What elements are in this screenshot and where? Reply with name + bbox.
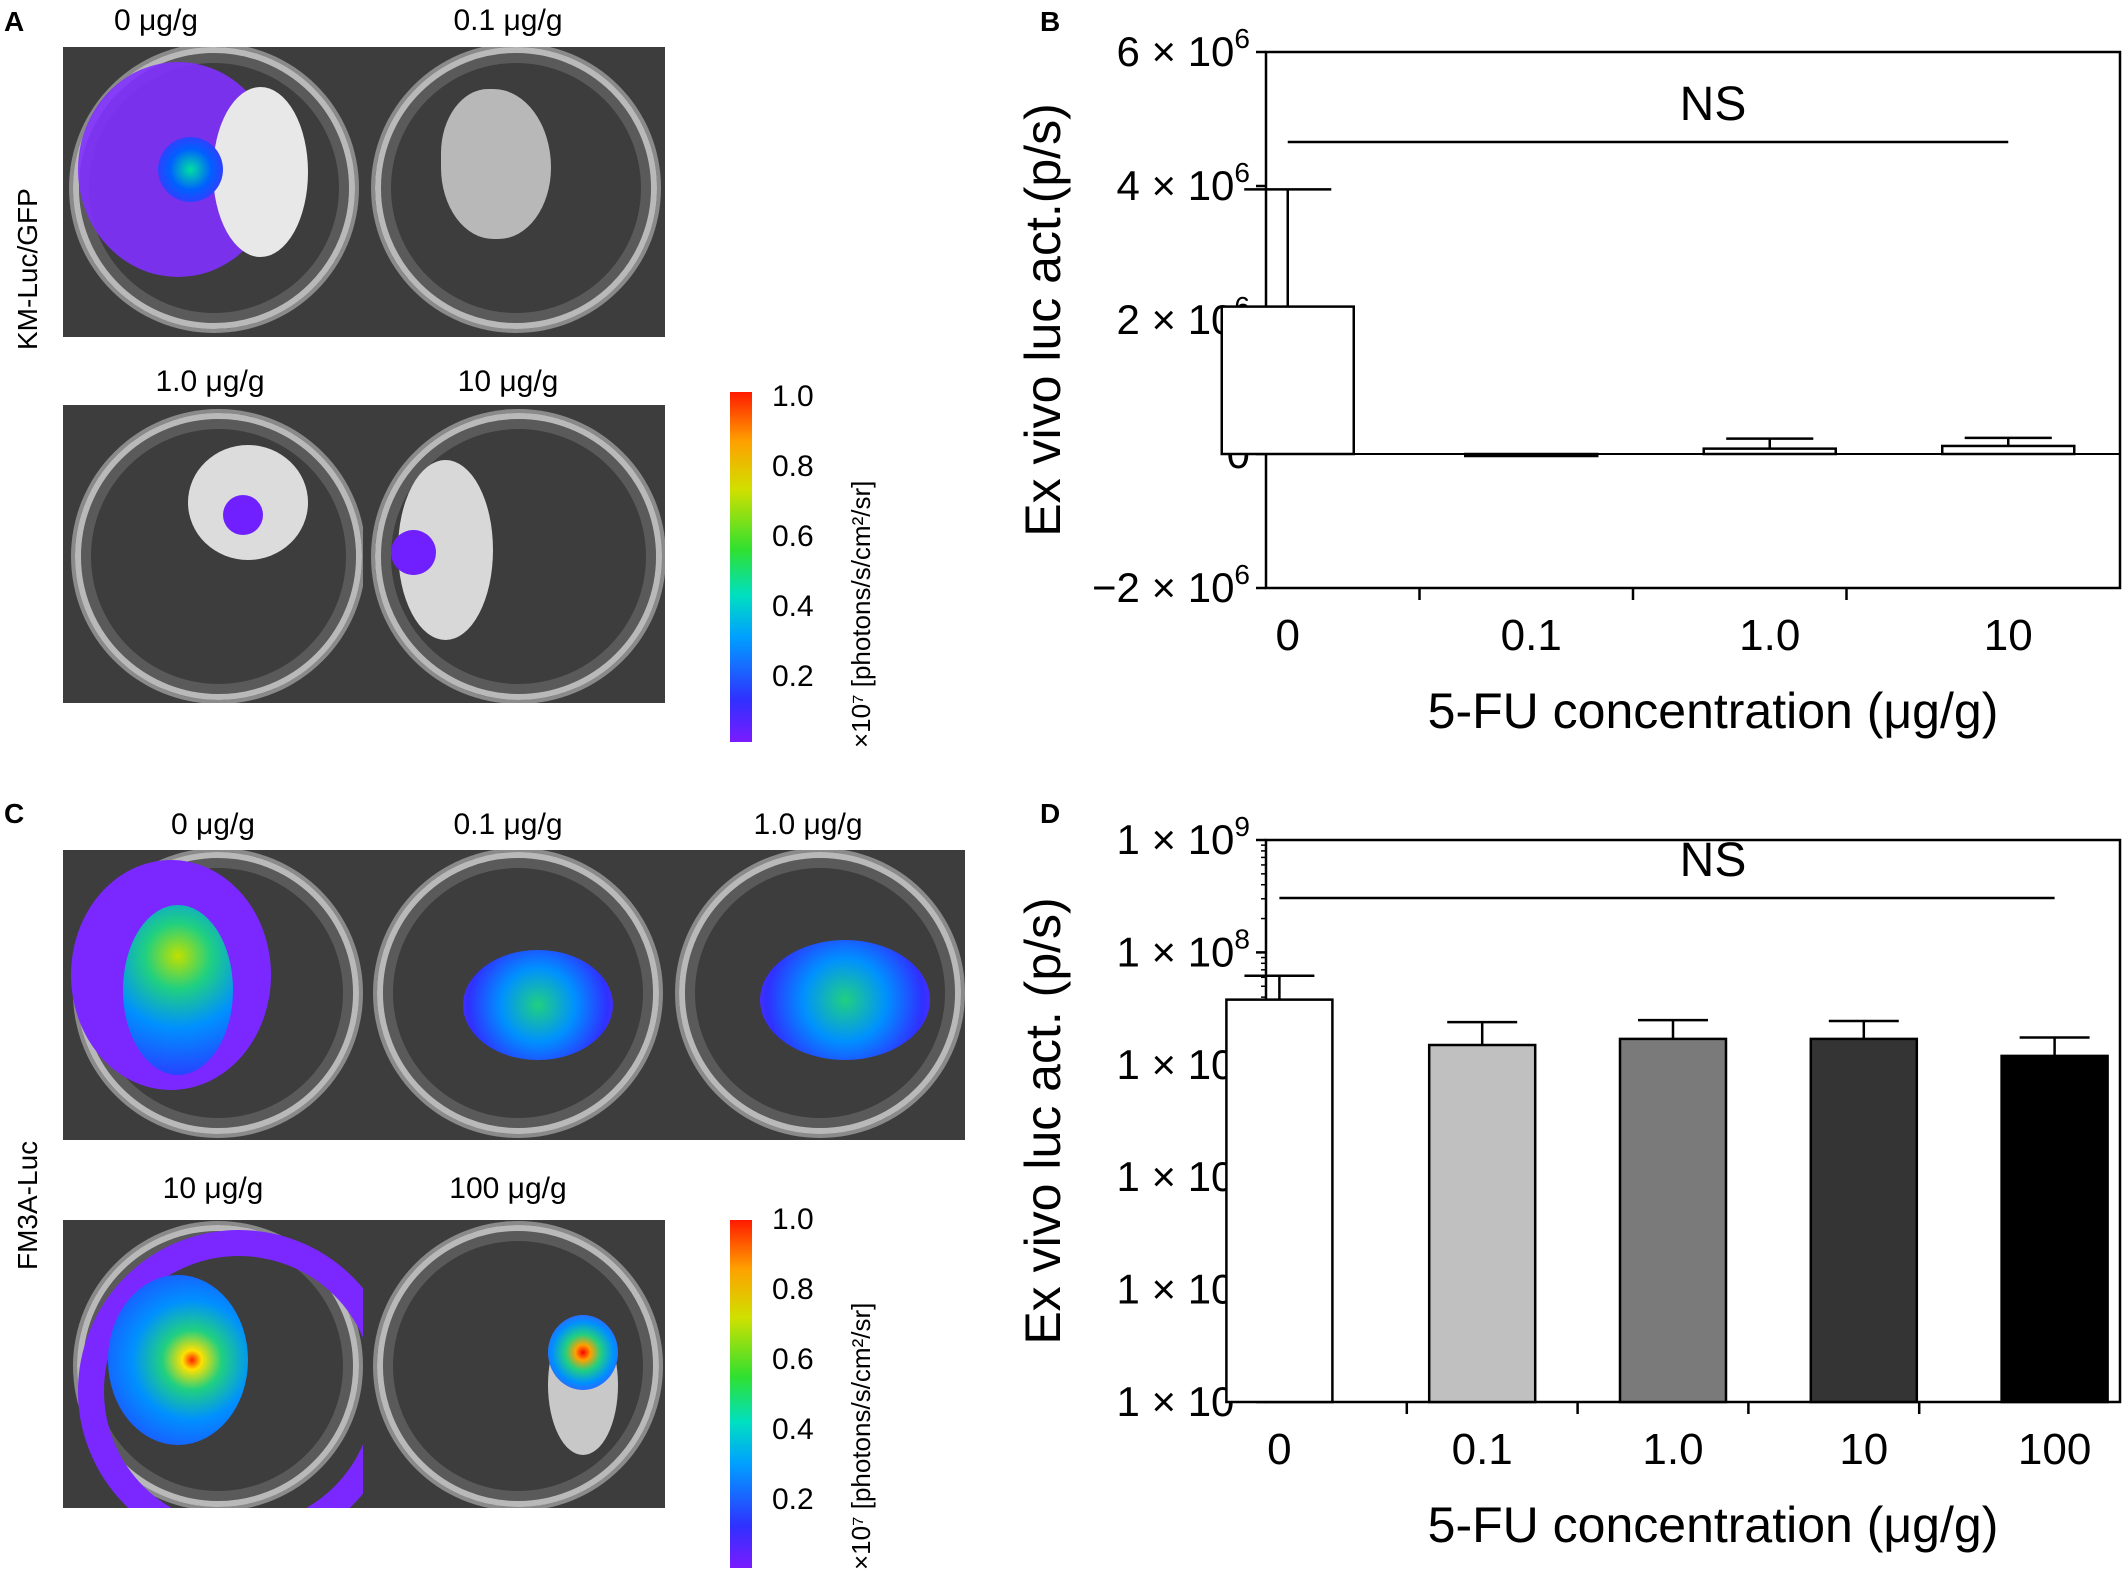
colorbar-a-tick-3: 0.4: [772, 590, 814, 623]
x-tick-label-3: 10: [1839, 1425, 1888, 1474]
bioluminescence-image-c-2: [665, 850, 965, 1140]
bar-1.0: [1618, 1037, 1728, 1404]
x-tick-label-2: 1.0: [1739, 611, 1800, 660]
colorbar-c-tick-2: 0.6: [772, 1343, 814, 1376]
colorbar-a-tick-2: 0.6: [772, 520, 814, 553]
bioluminescence-image-a-1: [363, 47, 665, 337]
colorbar-c-tick-0: 1.0: [772, 1203, 814, 1236]
colorbar-a: [730, 392, 752, 742]
y-tick-label-1: 4 × 106: [1116, 157, 1250, 209]
x-tick-label-2: 1.0: [1642, 1425, 1703, 1474]
bioluminescence-image-a-2: [63, 405, 363, 703]
bioluminescence-image-c-1: [363, 850, 665, 1140]
bioluminescence-image-c-4: [363, 1220, 665, 1508]
x-tick-label-1: 0.1: [1452, 1425, 1513, 1474]
x-tick-label-4: 100: [2018, 1425, 2091, 1474]
panel-letter-c: C: [4, 798, 25, 829]
bar-0: [1225, 998, 1334, 1404]
row-label-c: FM3A-Luc: [12, 1140, 43, 1270]
bar-1.0: [1702, 447, 1837, 456]
image-label-a-0: 0 μg/g: [113, 4, 198, 37]
image-label-c-3: 10 μg/g: [162, 1172, 264, 1205]
colorbar-c-tick-3: 0.4: [772, 1413, 814, 1446]
bar-0: [1220, 305, 1355, 456]
bioluminescence-image-c-3: [63, 1220, 363, 1508]
image-label-c-0: 0 μg/g: [170, 808, 255, 841]
image-label-a-1: 0.1 μg/g: [453, 4, 563, 37]
y-tick-label-0: 1 × 109: [1116, 811, 1250, 863]
y-axis-label: Ex vivo luc act.(p/s): [1015, 103, 1071, 536]
bar-10: [1809, 1037, 1919, 1404]
bar-100: [2000, 1054, 2109, 1404]
colorbar-c: [730, 1220, 752, 1568]
x-tick-label-0: 0: [1276, 611, 1300, 660]
image-label-a-3: 10 μg/g: [457, 365, 559, 398]
image-label-a-2: 1.0 μg/g: [155, 365, 265, 398]
colorbar-c-title: ×10⁷ [photons/s/cm²/sr]: [846, 1302, 876, 1570]
bioluminescence-image-a-0: [63, 47, 363, 337]
x-tick-label-3: 10: [1984, 611, 2033, 660]
y-tick-label-0: 6 × 106: [1116, 23, 1250, 75]
image-label-c-1: 0.1 μg/g: [453, 808, 563, 841]
colorbar-c-tick-4: 0.2: [772, 1483, 814, 1516]
panel-letter-a: A: [4, 6, 25, 37]
x-axis-label: 5-FU concentration (μg/g): [1428, 683, 1999, 739]
ns-annotation: NS: [1680, 78, 1747, 131]
colorbar-a-title: ×10⁷ [photons/s/cm²/sr]: [846, 480, 876, 748]
colorbar-a-tick-1: 0.8: [772, 450, 814, 483]
colorbar-a-tick-4: 0.2: [772, 660, 814, 693]
bar-0.1: [1464, 452, 1599, 458]
panel-letter-b: B: [1040, 6, 1061, 37]
panel-letter-d: D: [1040, 798, 1061, 829]
y-tick-label-1: 1 × 108: [1116, 923, 1250, 975]
x-tick-label-1: 0.1: [1501, 611, 1562, 660]
x-tick-label-0: 0: [1267, 1425, 1291, 1474]
x-axis-label: 5-FU concentration (μg/g): [1428, 1497, 1999, 1553]
bar-10: [1941, 444, 2076, 456]
row-label-a: KM-Luc/GFP: [12, 188, 43, 350]
y-tick-label-4: −2 × 106: [1092, 559, 1250, 611]
bar-0.1: [1427, 1043, 1537, 1404]
ns-annotation: NS: [1680, 834, 1747, 887]
bioluminescence-image-c-0: [63, 850, 363, 1140]
y-axis-label: Ex vivo luc act. (p/s): [1015, 897, 1071, 1344]
image-label-c-2: 1.0 μg/g: [753, 808, 863, 841]
plot-frame: [1264, 50, 2122, 590]
colorbar-c-tick-1: 0.8: [772, 1273, 814, 1306]
bioluminescence-image-a-3: [363, 405, 665, 703]
colorbar-a-tick-0: 1.0: [772, 380, 814, 413]
image-label-c-4: 100 μg/g: [449, 1172, 567, 1205]
